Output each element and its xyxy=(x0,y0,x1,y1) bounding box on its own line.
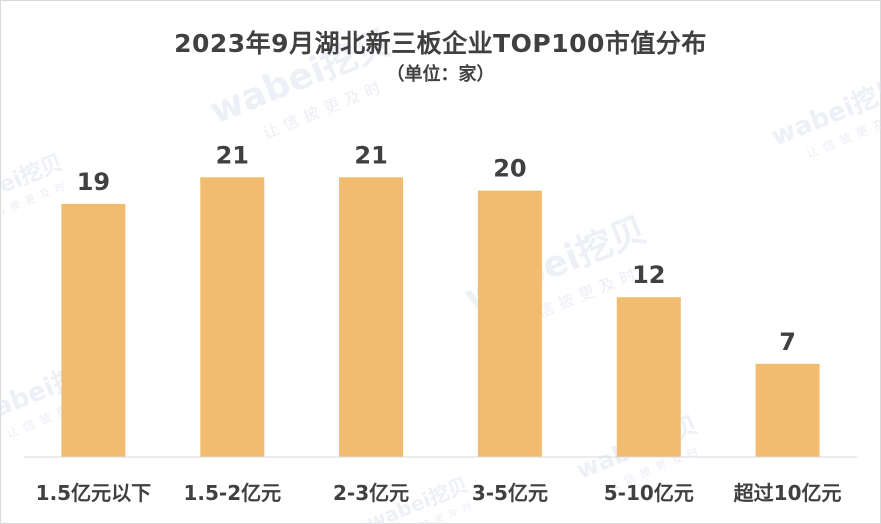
labels-group: 19 1.5亿元以下 21 1.5-2亿元 21 2-3亿元 20 3-5亿元 12 5-10亿元… xyxy=(36,141,842,505)
bar xyxy=(200,177,265,458)
category-tick-label: 3-5亿元 xyxy=(472,481,548,505)
bar xyxy=(477,190,542,457)
category-tick-label: 超过10亿元 xyxy=(733,481,842,505)
category-tick-label: 5-10亿元 xyxy=(604,481,694,505)
bar xyxy=(755,363,820,457)
bar xyxy=(616,297,681,457)
data-label: 21 xyxy=(354,141,387,169)
chart-title: 2023年9月湖北新三板企业TOP100市值分布 xyxy=(174,29,707,58)
data-label: 19 xyxy=(77,168,110,196)
data-label: 21 xyxy=(216,141,249,169)
bar xyxy=(339,177,404,458)
category-tick-label: 1.5-2亿元 xyxy=(183,481,281,505)
category-tick-label: 1.5亿元以下 xyxy=(36,481,151,505)
bar xyxy=(61,203,126,457)
category-tick-label: 2-3亿元 xyxy=(333,481,409,505)
chart-subtitle: （单位：家） xyxy=(386,64,495,85)
data-label: 20 xyxy=(493,155,526,183)
bars-group xyxy=(61,177,820,458)
data-label: 12 xyxy=(632,261,665,289)
data-label: 7 xyxy=(779,328,796,356)
watermark-layer: wabei挖贝让信披更及时wabei挖贝让信披更及时wabei挖贝让信披更及时w… xyxy=(0,22,881,524)
